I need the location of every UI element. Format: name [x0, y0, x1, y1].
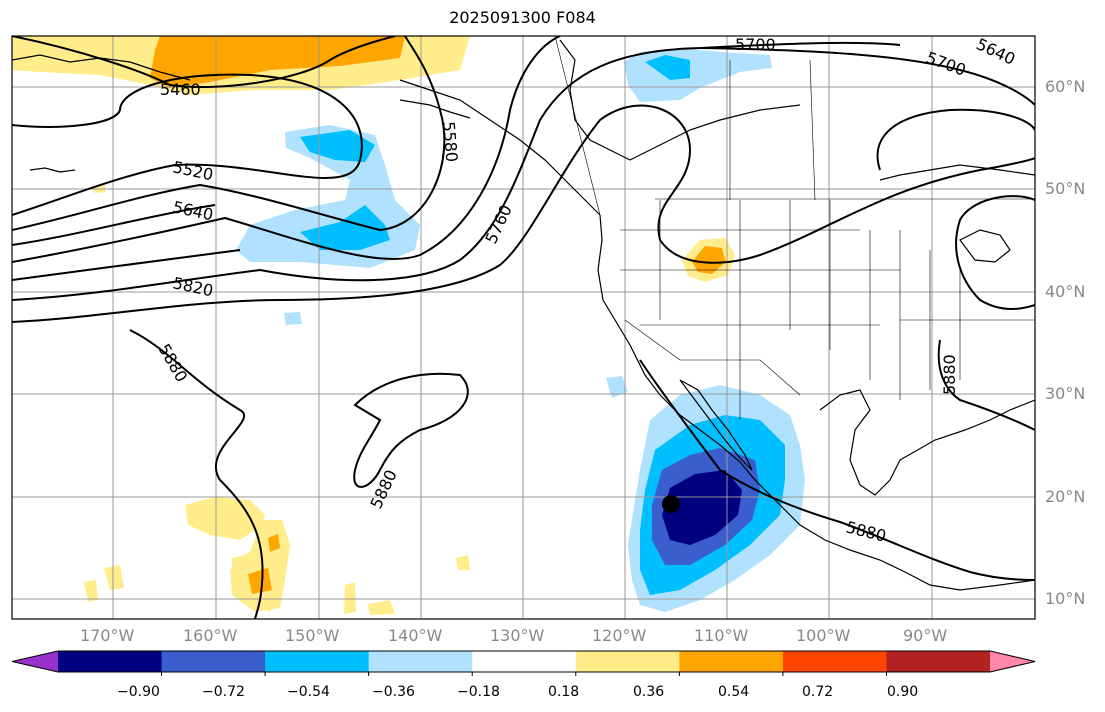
contour-label: 5880 — [844, 517, 888, 545]
contour-label: 5880 — [940, 354, 959, 395]
contour-5880-west — [129, 329, 264, 619]
colorbar-extend-high — [990, 651, 1035, 672]
lat-label: 10°N — [1045, 589, 1086, 608]
map-title: 2025091300 F084 — [449, 8, 596, 27]
colorbar-tick-label: −0.90 — [117, 684, 160, 700]
lat-label: 40°N — [1045, 282, 1086, 301]
colorbar-tick-label: 0.54 — [718, 684, 750, 700]
colorbar-segment — [368, 651, 473, 672]
contour-label: 5640 — [973, 34, 1018, 68]
colorbar-tick-label: 0.18 — [548, 684, 580, 700]
lat-label: 20°N — [1045, 487, 1086, 506]
lon-label: 140°W — [388, 626, 443, 645]
lon-label: 130°W — [490, 626, 545, 645]
contour-label: 5700 — [735, 35, 776, 54]
contour-5760 — [12, 41, 901, 301]
negative-anomaly-goa-core2 — [300, 205, 390, 250]
contour-5640 — [12, 36, 561, 263]
colorbar-extend-low — [12, 651, 58, 672]
lon-label: 160°W — [183, 626, 238, 645]
contour-5700-east — [699, 47, 1035, 106]
contour-5880-mexico — [639, 359, 1035, 581]
colorbar-tick-label: 0.90 — [887, 684, 919, 700]
contour-5880-central — [353, 372, 469, 488]
contour-5820 — [12, 104, 1035, 323]
colorbar-tick-label: −0.72 — [202, 684, 245, 700]
contour-label: 5880 — [155, 341, 192, 386]
colorbar-segment — [679, 651, 784, 672]
contour-label: 5520 — [171, 157, 215, 184]
contour-5520 — [12, 73, 363, 216]
contour-label: 5700 — [924, 48, 969, 80]
lat-label: 50°N — [1045, 179, 1086, 198]
political-borders — [554, 36, 1035, 420]
contour-labels: 5460 5520 5580 5640 5700 5700 5640 5760 … — [155, 34, 1019, 545]
contour-5880-east — [937, 339, 1035, 431]
lon-label: 150°W — [285, 626, 340, 645]
colorbar-segment — [161, 651, 266, 672]
colorbar-tick-label: −0.54 — [287, 684, 330, 700]
colorbar-segment — [575, 651, 680, 672]
colorbar-tick-label: −0.36 — [372, 684, 415, 700]
lat-label: 60°N — [1045, 77, 1086, 96]
contour-label: 5760 — [481, 202, 515, 247]
colorbar-outline — [11, 650, 1036, 673]
lon-label: 120°W — [592, 626, 647, 645]
colorbar-segment — [265, 651, 370, 672]
contour-label: 5580 — [439, 121, 461, 163]
contour-label: 5880 — [366, 467, 400, 512]
colorbar-tick-label: 0.72 — [802, 684, 834, 700]
map-frame — [11, 35, 1036, 620]
contour-5580 — [12, 36, 446, 232]
storm-center-dot — [662, 495, 680, 513]
coastlines — [12, 39, 1035, 591]
contour-label: 5640 — [171, 197, 215, 224]
lon-label: 100°W — [796, 626, 851, 645]
colorbar-segment — [58, 651, 163, 672]
lon-label: 170°W — [80, 626, 135, 645]
colorbar-segment — [472, 651, 577, 672]
colorbar-segment — [782, 651, 887, 672]
colorbar-segment — [886, 651, 991, 672]
colorbar — [11, 650, 1036, 676]
anomaly-shading — [12, 36, 805, 615]
contour-label: 5460 — [160, 80, 201, 99]
lat-label: 30°N — [1045, 384, 1086, 403]
colorbar-tick-label: −0.18 — [457, 684, 500, 700]
lon-label: 110°W — [694, 626, 749, 645]
lon-label: 90°W — [903, 626, 948, 645]
colorbar-tick-label: 0.36 — [633, 684, 665, 700]
contour-5460 — [12, 36, 396, 88]
height-contours — [12, 36, 1035, 619]
